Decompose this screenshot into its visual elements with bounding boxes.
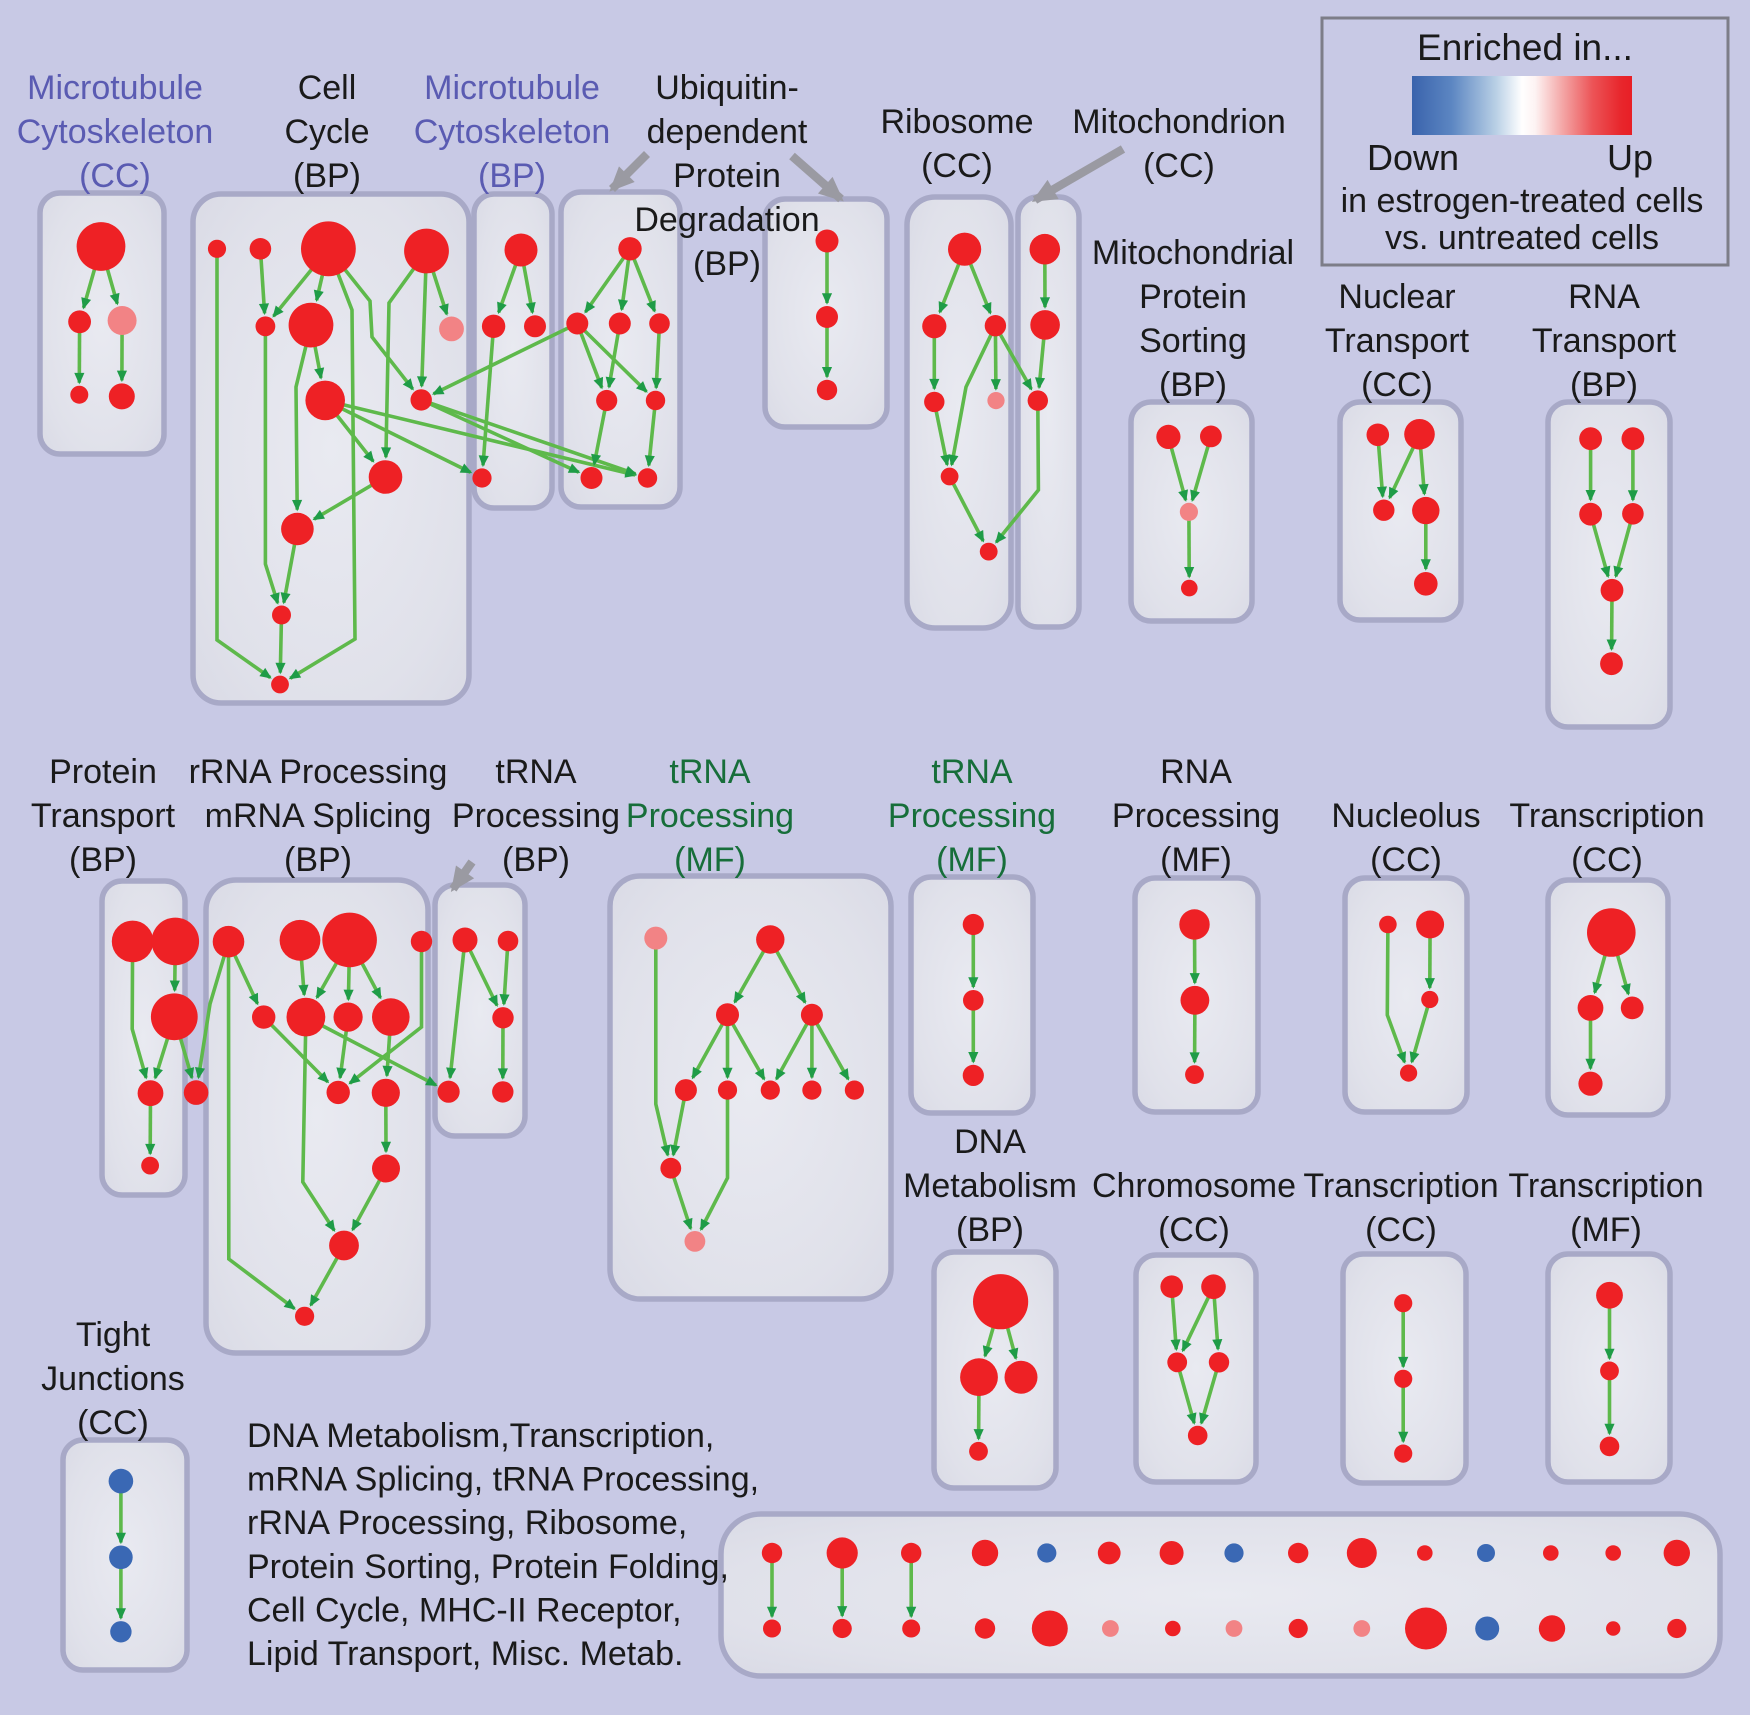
svg-text:Up: Up: [1607, 137, 1653, 178]
svg-text:tRNA: tRNA: [931, 753, 1013, 791]
svg-text:Microtubule: Microtubule: [424, 69, 600, 107]
svg-text:Protein Sorting, Protein Foldi: Protein Sorting, Protein Folding,: [247, 1548, 729, 1586]
svg-text:dependent: dependent: [647, 113, 808, 151]
svg-text:(BP): (BP): [1159, 366, 1227, 404]
svg-text:(MF): (MF): [674, 841, 746, 879]
svg-text:RNA: RNA: [1160, 753, 1232, 791]
svg-text:(CC): (CC): [77, 1404, 149, 1442]
svg-text:Ubiquitin-: Ubiquitin-: [655, 69, 799, 107]
svg-text:(MF): (MF): [936, 841, 1008, 879]
svg-text:(MF): (MF): [1570, 1211, 1642, 1249]
svg-text:Transport: Transport: [1532, 322, 1677, 360]
svg-text:Cytoskeleton: Cytoskeleton: [17, 113, 214, 151]
svg-text:(BP): (BP): [1570, 366, 1638, 404]
svg-text:Protein: Protein: [673, 157, 781, 195]
svg-text:(CC): (CC): [79, 157, 151, 195]
svg-text:(CC): (CC): [1365, 1211, 1437, 1249]
svg-text:tRNA: tRNA: [669, 753, 751, 791]
svg-text:Mitochondrion: Mitochondrion: [1072, 103, 1286, 141]
svg-text:(CC): (CC): [1361, 366, 1433, 404]
svg-text:(BP): (BP): [69, 841, 137, 879]
svg-text:(BP): (BP): [293, 157, 361, 195]
svg-text:vs. untreated cells: vs. untreated cells: [1385, 219, 1659, 257]
svg-text:Degradation: Degradation: [634, 201, 819, 239]
svg-text:Cycle: Cycle: [284, 113, 369, 151]
svg-text:Transport: Transport: [31, 797, 176, 835]
svg-text:Cell: Cell: [298, 69, 357, 107]
svg-text:Transcription: Transcription: [1303, 1167, 1498, 1205]
svg-text:Metabolism: Metabolism: [903, 1167, 1077, 1205]
svg-text:Junctions: Junctions: [41, 1360, 185, 1398]
svg-text:Transcription: Transcription: [1508, 1167, 1703, 1205]
svg-text:Transcription: Transcription: [1509, 797, 1704, 835]
svg-text:Protein: Protein: [1139, 278, 1247, 316]
svg-text:Microtubule: Microtubule: [27, 69, 203, 107]
svg-text:(CC): (CC): [1143, 147, 1215, 185]
svg-text:Lipid Transport, Misc. Metab.: Lipid Transport, Misc. Metab.: [247, 1635, 684, 1673]
svg-text:in estrogen-treated cells: in estrogen-treated cells: [1341, 182, 1704, 220]
svg-text:rRNA Processing, Ribosome,: rRNA Processing, Ribosome,: [247, 1504, 687, 1542]
svg-text:Processing: Processing: [888, 797, 1056, 835]
svg-text:(CC): (CC): [921, 147, 993, 185]
svg-text:Cell Cycle, MHC-II Receptor,: Cell Cycle, MHC-II Receptor,: [247, 1591, 682, 1629]
svg-text:rRNA Processing: rRNA Processing: [189, 753, 448, 791]
svg-text:RNA: RNA: [1568, 278, 1640, 316]
svg-text:(CC): (CC): [1370, 841, 1442, 879]
svg-text:Ribosome: Ribosome: [880, 103, 1033, 141]
svg-text:Chromosome: Chromosome: [1092, 1167, 1296, 1205]
svg-text:Nucleolus: Nucleolus: [1331, 797, 1480, 835]
svg-text:Enriched in...: Enriched in...: [1417, 27, 1633, 68]
svg-text:(MF): (MF): [1160, 841, 1232, 879]
svg-text:tRNA: tRNA: [495, 753, 577, 791]
svg-text:mRNA Splicing: mRNA Splicing: [205, 797, 432, 835]
svg-text:Transport: Transport: [1325, 322, 1470, 360]
svg-text:Cytoskeleton: Cytoskeleton: [414, 113, 611, 151]
svg-text:(CC): (CC): [1158, 1211, 1230, 1249]
svg-text:Processing: Processing: [626, 797, 794, 835]
svg-text:Protein: Protein: [49, 753, 157, 791]
svg-text:Processing: Processing: [452, 797, 620, 835]
svg-text:mRNA Splicing, tRNA Processing: mRNA Splicing, tRNA Processing,: [247, 1461, 759, 1499]
svg-text:(BP): (BP): [478, 157, 546, 195]
svg-text:DNA: DNA: [954, 1123, 1026, 1161]
svg-text:Tight: Tight: [76, 1316, 151, 1354]
svg-text:Down: Down: [1367, 137, 1459, 178]
svg-text:Sorting: Sorting: [1139, 322, 1247, 360]
svg-text:Processing: Processing: [1112, 797, 1280, 835]
svg-text:DNA Metabolism,Transcription,: DNA Metabolism,Transcription,: [247, 1417, 714, 1455]
svg-text:(BP): (BP): [284, 841, 352, 879]
svg-text:(BP): (BP): [502, 841, 570, 879]
svg-text:(BP): (BP): [693, 245, 761, 283]
svg-text:(BP): (BP): [956, 1211, 1024, 1249]
svg-text:Nuclear: Nuclear: [1338, 278, 1455, 316]
svg-text:(CC): (CC): [1571, 841, 1643, 879]
svg-text:Mitochondrial: Mitochondrial: [1092, 234, 1294, 272]
